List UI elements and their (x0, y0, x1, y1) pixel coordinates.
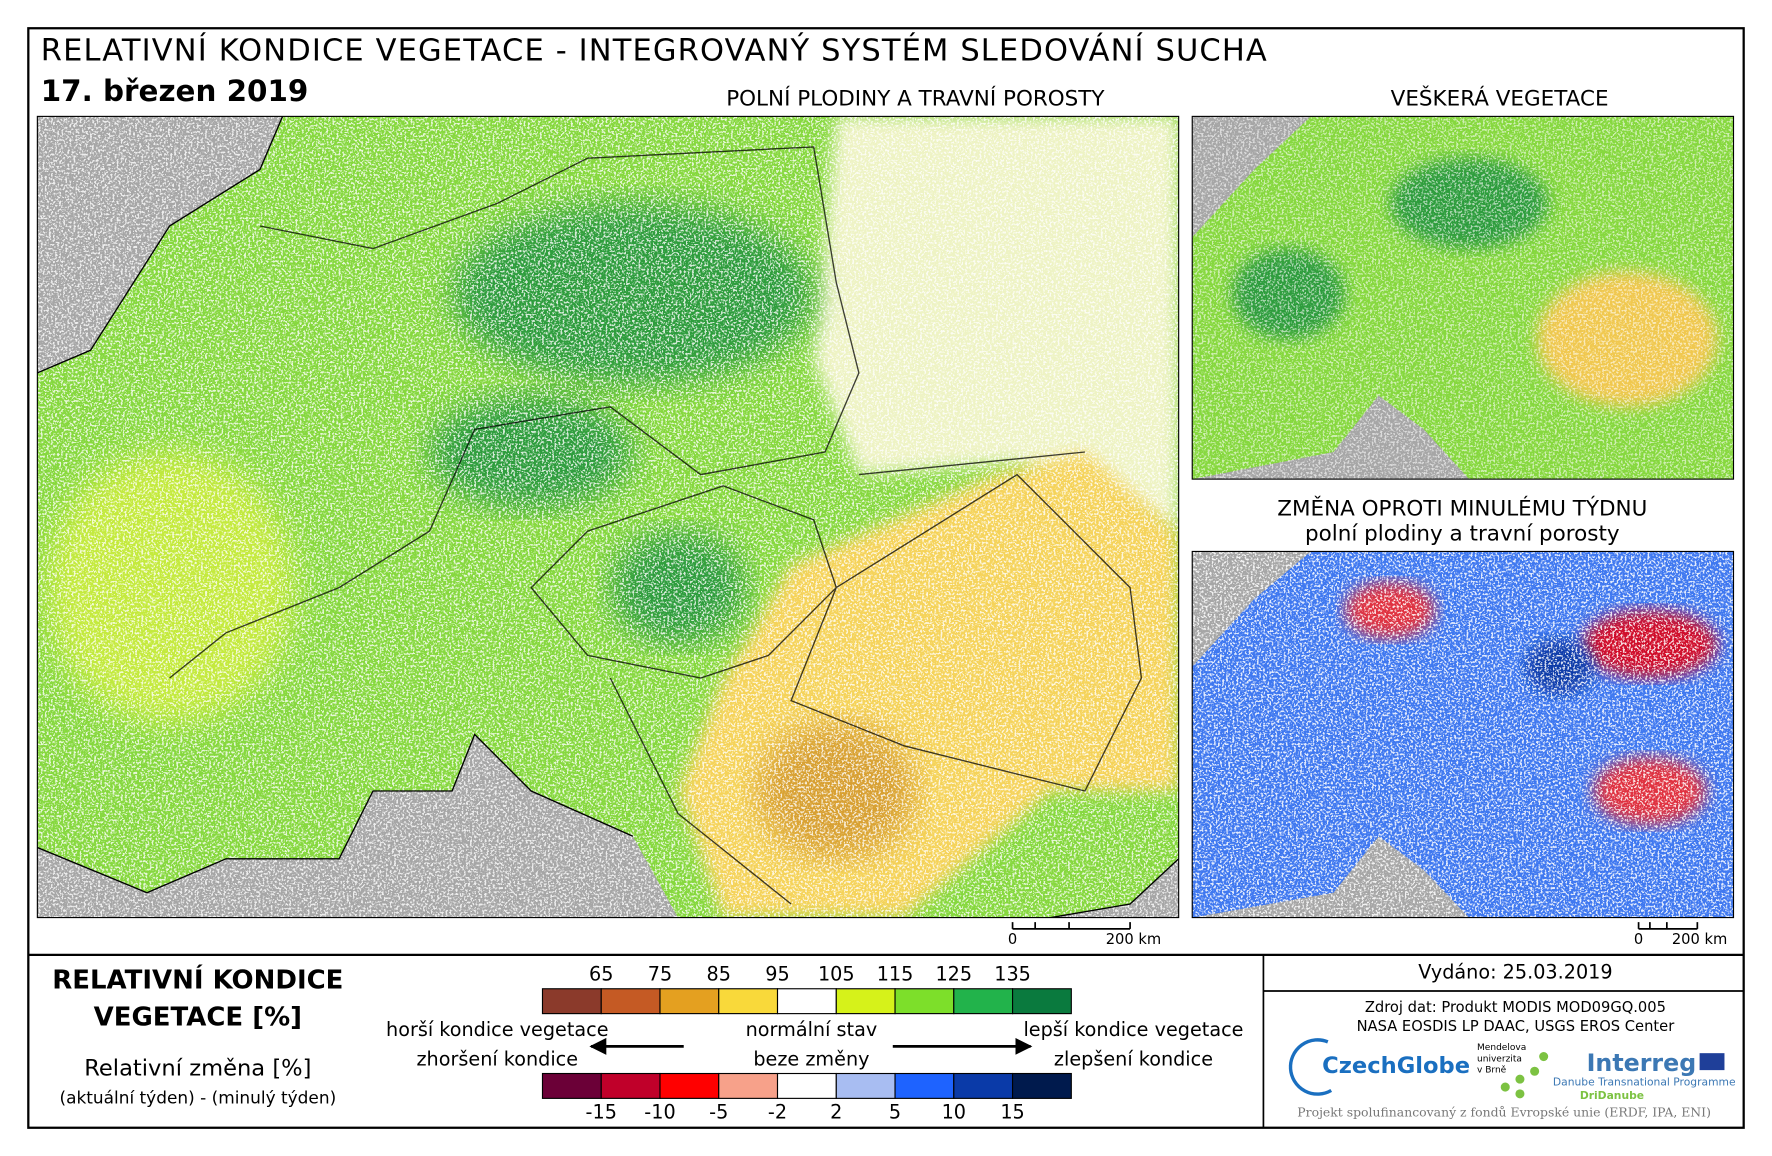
scale-bar (1011, 922, 1131, 930)
legend-swatch (541, 1072, 602, 1099)
map-subtitle: polní plodiny a travní porosty (1305, 521, 1620, 546)
logo-mark (1288, 1038, 1333, 1096)
legend-tick: 95 (765, 963, 789, 986)
legend-swatch (835, 1072, 896, 1099)
legend-swatch (894, 988, 955, 1015)
logo-dots (1500, 1052, 1549, 1099)
legend-swatch (776, 1072, 837, 1099)
logo-programme: Danube Transnational Programme (1553, 1076, 1736, 1089)
legend-subtitle: Relativní změna [%] (84, 1055, 311, 1081)
legend-tick: 115 (877, 963, 914, 986)
legend-tick: 125 (935, 963, 972, 986)
logo-mendel: Mendelova (1477, 1043, 1526, 1053)
legend-tick: 85 (707, 963, 731, 986)
scale-label: 200 km (1106, 931, 1162, 948)
logo-czechglobe: CzechGlobe (1322, 1053, 1470, 1079)
legend-tick: 15 (1000, 1101, 1024, 1124)
map-title: POLNÍ PLODINY A TRAVNÍ POROSTY (726, 85, 1105, 111)
legend-tick: 65 (589, 963, 613, 986)
legend-tick: -15 (586, 1101, 617, 1124)
source: Zdroj dat: Produkt MODIS MOD09GQ.005 (1365, 999, 1666, 1016)
logo-interreg: Interreg (1587, 1049, 1697, 1077)
date: 17. březen 2019 (41, 74, 309, 108)
legend-tick: 135 (994, 963, 1031, 986)
map-border (1191, 115, 1735, 480)
logo-dridanube: DriDanube (1580, 1089, 1644, 1102)
legend-swatch (541, 988, 602, 1015)
legend-label: beze změny (753, 1047, 869, 1070)
legend-title: VEGETACE [%] (94, 1003, 302, 1033)
legend-label: lepší kondice vegetace (1023, 1018, 1243, 1041)
legend-tick: 105 (818, 963, 855, 986)
legend-tick: -10 (644, 1101, 675, 1124)
funding: Projekt spolufinancovaný z fondů Evropsk… (1297, 1105, 1711, 1120)
legend-title: RELATIVNÍ KONDICE (52, 963, 343, 995)
scale-zero: 0 (1634, 931, 1643, 948)
map-title: VEŠKERÁ VEGETACE (1391, 85, 1609, 111)
legend-swatch (1011, 1072, 1072, 1099)
change-map (1192, 551, 1734, 918)
legend-label: normální stav (746, 1018, 878, 1041)
scale-label: 200 km (1672, 931, 1728, 948)
legend-swatch (600, 988, 661, 1015)
scale-bar (1637, 922, 1699, 930)
legend-swatch (953, 988, 1014, 1015)
issued-date: Vydáno: 25.03.2019 (1418, 960, 1612, 983)
legend-tick: 5 (889, 1101, 901, 1124)
legend-label: zlepšení kondice (1054, 1047, 1213, 1070)
scale-zero: 0 (1008, 931, 1017, 948)
legend-label: zhoršení kondice (416, 1047, 578, 1070)
legend-note: (aktuální týden) - (minulý týden) (59, 1087, 336, 1107)
legend-swatch (776, 988, 837, 1015)
legend-tick: -2 (768, 1101, 787, 1124)
legend-tick: 2 (830, 1101, 842, 1124)
legend-swatch (1011, 988, 1072, 1015)
legend-swatch (659, 988, 720, 1015)
map-title: ZMĚNA OPROTI MINULÉMU TÝDNU (1277, 496, 1647, 522)
source: NASA EOSDIS LP DAAC, USGS EROS Center (1357, 1018, 1676, 1035)
legend-label: horší kondice vegetace (386, 1018, 608, 1041)
legend-swatch (835, 988, 896, 1015)
map-border (36, 115, 1180, 919)
legend-swatch (718, 1072, 779, 1099)
logo-mendel: univerzita (1477, 1054, 1522, 1064)
legend-tick: -5 (709, 1101, 728, 1124)
title: RELATIVNÍ KONDICE VEGETACE - INTEGROVANÝ… (41, 32, 1268, 68)
logo-mendel: v Brně (1477, 1066, 1507, 1076)
legend-swatch (718, 988, 779, 1015)
legend-swatch (600, 1072, 661, 1099)
color-scales: 65 75 85 95 105 115 125 135 -15 -10 -5 -2 2 5 10 15 (541, 963, 1072, 1124)
eu-flag (1699, 1053, 1725, 1071)
legend-swatch (953, 1072, 1014, 1099)
legend-swatch (894, 1072, 955, 1099)
legend-swatch (659, 1072, 720, 1099)
vegetation-map (1192, 116, 1734, 480)
main-map (37, 116, 1179, 918)
map-border (1191, 550, 1735, 919)
legend-tick: 75 (648, 963, 672, 986)
legend-tick: 10 (942, 1101, 966, 1124)
